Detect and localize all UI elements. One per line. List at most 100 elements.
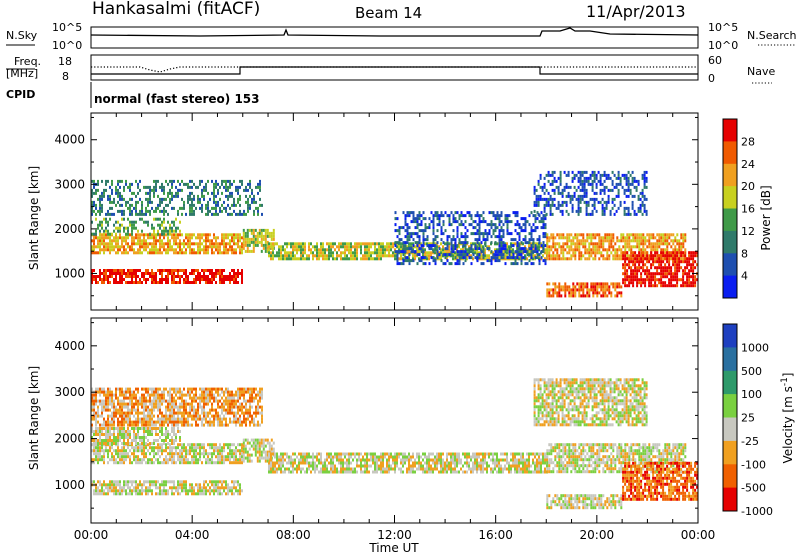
heatmap-cell	[231, 239, 233, 243]
heatmap-cell	[684, 233, 687, 237]
heatmap-cell	[660, 251, 663, 255]
heatmap-cell	[105, 486, 107, 490]
heatmap-cell	[191, 206, 193, 210]
heatmap-cell	[270, 234, 273, 238]
heatmap-cell	[135, 433, 137, 436]
heatmap-cell	[177, 281, 179, 284]
heatmap-cell	[237, 489, 239, 493]
heatmap-cell	[452, 229, 455, 233]
heatmap-cell	[694, 251, 697, 255]
heatmap-cell	[107, 223, 109, 227]
heatmap-cell	[458, 214, 461, 218]
heatmap-cell	[165, 233, 167, 237]
heatmap-cell	[113, 245, 115, 249]
heatmap-cell	[590, 251, 593, 255]
heatmap-cell	[464, 238, 467, 242]
heatmap-cell	[634, 236, 637, 240]
heatmap-cell	[615, 194, 618, 198]
heatmap-cell	[91, 436, 93, 439]
heatmap-cell	[652, 272, 655, 276]
heatmap-cell	[193, 209, 195, 213]
heatmap-cell	[328, 254, 330, 258]
heatmap-cell	[254, 228, 257, 232]
heatmap-cell	[119, 430, 121, 433]
heatmap-cell	[227, 248, 229, 252]
heatmap-cell	[274, 254, 276, 258]
heatmap-cell	[93, 449, 95, 453]
heatmap-cell	[173, 236, 175, 240]
heatmap-cell	[658, 245, 661, 249]
heatmap-cell	[163, 206, 165, 210]
heatmap-cell	[199, 233, 201, 237]
heatmap-cell	[623, 173, 626, 177]
heatmap-cell	[418, 223, 421, 227]
heatmap-cell	[115, 251, 117, 255]
heatmap-cell	[380, 242, 382, 246]
heatmap-cell	[129, 233, 131, 237]
heatmap-cell	[141, 489, 143, 493]
heatmap-cell	[272, 234, 275, 238]
heatmap-cell	[241, 452, 243, 456]
heatmap-cell	[141, 281, 143, 284]
heatmap-cell	[374, 245, 376, 249]
heatmap-cell	[408, 247, 411, 251]
heatmap-cell	[680, 245, 683, 249]
heatmap-cell	[93, 232, 95, 236]
heatmap-cell	[396, 262, 399, 266]
heatmap-cell	[546, 236, 549, 240]
heatmap-cell	[546, 242, 549, 246]
heatmap-cell	[143, 212, 145, 216]
heatmap-cell	[139, 439, 141, 442]
heatmap-cell	[139, 480, 141, 484]
heatmap-cell	[199, 281, 201, 284]
heatmap-cell	[606, 236, 609, 240]
heatmap-cell	[133, 439, 135, 442]
heatmap-cell	[328, 242, 330, 246]
heatmap-cell	[151, 275, 153, 278]
heatmap-cell	[597, 179, 600, 183]
heatmap-cell	[300, 257, 302, 261]
heatmap-cell	[185, 272, 187, 275]
heatmap-cell	[520, 253, 523, 257]
heatmap-cell	[237, 275, 239, 278]
heatmap-cell	[551, 182, 554, 186]
heatmap-cell	[558, 294, 561, 298]
heatmap-cell	[598, 242, 601, 246]
heatmap-cell	[550, 294, 553, 298]
heatmap-cell	[494, 229, 497, 233]
heatmap-cell	[620, 239, 623, 243]
heatmap-cell	[117, 433, 119, 436]
heatmap-cell	[151, 269, 153, 272]
heatmap-cell	[322, 257, 324, 261]
heatmap-cell	[581, 179, 584, 183]
heatmap-cell	[530, 247, 533, 251]
heatmap-cell	[516, 253, 519, 257]
heatmap-cell	[636, 260, 639, 264]
heatmap-cell	[680, 251, 683, 255]
heatmap-cell	[129, 182, 131, 186]
cpid-label: CPID	[6, 88, 35, 101]
heatmap-cell	[169, 458, 171, 462]
heatmap-cell	[93, 179, 95, 183]
heatmap-cell	[610, 239, 613, 243]
heatmap-cell	[688, 251, 691, 255]
heatmap-cell	[95, 430, 97, 433]
heatmap-cell	[127, 185, 129, 189]
heatmap-cell	[151, 430, 153, 433]
heatmap-cell	[692, 269, 695, 273]
heatmap-cell	[672, 239, 675, 243]
heatmap-cell	[571, 209, 574, 213]
heatmap-cell	[344, 242, 346, 246]
heatmap-cell	[97, 414, 99, 418]
heatmap-cell	[506, 248, 508, 252]
heatmap-cell	[354, 257, 356, 261]
heatmap-cell	[643, 206, 646, 210]
heatmap-cell	[163, 236, 165, 240]
heatmap-cell	[288, 251, 290, 255]
heatmap-cell	[181, 455, 183, 459]
heatmap-cell	[646, 272, 649, 276]
heatmap-cell	[199, 452, 201, 456]
heatmap-cell	[235, 458, 237, 462]
heatmap-cell	[558, 233, 561, 237]
heatmap-cell	[171, 461, 173, 465]
